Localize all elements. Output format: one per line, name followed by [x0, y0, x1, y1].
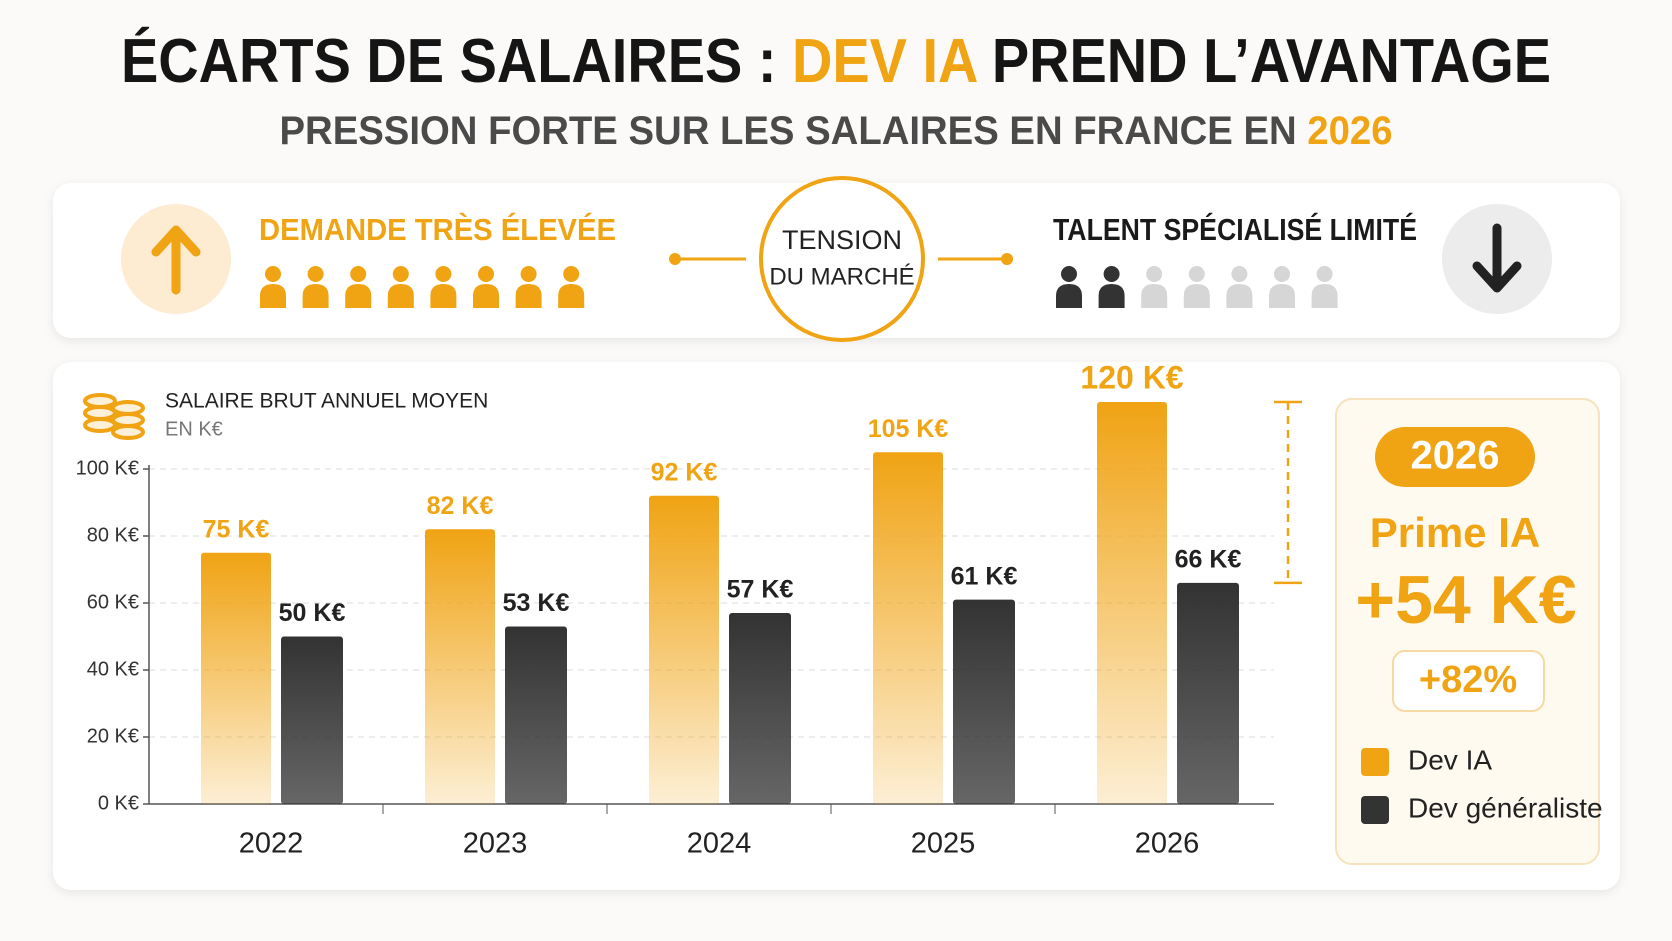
person-body [1098, 284, 1125, 308]
demand-label: DEMANDE TRÈS ÉLEVÉE [259, 212, 616, 247]
value-label: 82 K€ [427, 492, 494, 520]
y-tick-label: 60 K€ [87, 591, 139, 613]
premium-percent: +82% [1419, 659, 1517, 701]
value-label: 53 K€ [503, 589, 570, 617]
person-head [307, 266, 324, 282]
year-pill [1375, 427, 1535, 487]
person-body [345, 284, 372, 308]
bar [953, 599, 1015, 804]
value-label: 105 K€ [868, 415, 949, 443]
person-head [435, 266, 452, 282]
tension-label: TENSION [782, 225, 902, 255]
person-body [1311, 284, 1338, 308]
legend-label: Dev IA [1408, 744, 1492, 775]
bar [649, 495, 719, 804]
coin-icon [83, 393, 145, 440]
person-body [473, 284, 499, 308]
talent-icons [1056, 266, 1338, 308]
chart-title: ÉCARTS DE SALAIRES : DEV IA PREND L’AVAN… [121, 27, 1551, 96]
y-tick-label: 100 K€ [76, 457, 139, 479]
axis-unit: EN K€ [165, 418, 223, 440]
subtitle-part: PRESSION FORTE SUR LES SALAIRES EN FRANC… [280, 109, 1308, 153]
title-part: ÉCARTS DE SALAIRES : [121, 27, 792, 96]
x-tick-label: 2023 [463, 828, 528, 860]
y-tick-label: 0 K€ [98, 792, 139, 814]
x-tick-label: 2025 [911, 828, 976, 860]
tension-circle [759, 176, 925, 342]
person-head [520, 266, 537, 282]
legend-swatch [1361, 748, 1389, 776]
bar [505, 626, 567, 804]
y-tick-label: 40 K€ [87, 658, 139, 680]
y-tick-label: 20 K€ [87, 725, 139, 747]
tension-label: DU MARCHÉ [769, 263, 914, 290]
person-body [1141, 284, 1168, 308]
legend-label: Dev généraliste [1408, 792, 1603, 823]
connector-dot [669, 253, 681, 265]
person-body [1226, 284, 1253, 308]
person-body [1269, 284, 1295, 308]
person-head [350, 266, 367, 282]
value-label: 57 K€ [727, 576, 794, 604]
bar [281, 636, 343, 804]
person-body [515, 284, 542, 308]
person-head [265, 266, 281, 282]
x-tick-label: 2022 [239, 828, 304, 860]
premium-value: +54 K€ [1355, 562, 1576, 638]
percent-box [1392, 650, 1545, 712]
person-head [1103, 266, 1120, 282]
plot: 0 K€ 20 K€ 40 K€ 60 K€ 80 K€ 100 K€ 2022 75 K€ 5… [76, 359, 1302, 860]
person-body [260, 284, 286, 308]
x-tick-label: 2026 [1135, 828, 1200, 860]
talent-label: TALENT SPÉCIALISÉ LIMITÉ [1053, 212, 1417, 247]
value-label: 75 K€ [203, 515, 270, 543]
bar [1177, 582, 1239, 804]
person-head [1061, 266, 1077, 282]
legend: Dev IA Dev généraliste [1361, 744, 1603, 824]
demand-icons [260, 266, 585, 308]
person-head [1188, 266, 1205, 282]
premium-panel [1335, 398, 1600, 865]
up-arrow [151, 225, 201, 295]
bar [1097, 402, 1167, 804]
subtitle-highlight: 2026 [1307, 109, 1392, 153]
person-body [430, 284, 457, 308]
subtitle: PRESSION FORTE SUR LES SALAIRES EN FRANC… [280, 109, 1393, 153]
value-label: 120 K€ [1080, 359, 1183, 395]
person-body [1183, 284, 1210, 308]
person-head [392, 266, 409, 282]
person-head [478, 266, 494, 282]
title-highlight: DEV IA [792, 27, 978, 96]
bar [873, 452, 943, 804]
bar [425, 529, 495, 804]
bar [729, 613, 791, 804]
person-head [1274, 266, 1290, 282]
y-tick-label: 80 K€ [87, 524, 139, 546]
person-head [1231, 266, 1248, 282]
person-body [558, 284, 585, 308]
axis-title: SALAIRE BRUT ANNUEL MOYEN [165, 390, 488, 413]
value-label: 66 K€ [1175, 546, 1242, 574]
legend-swatch [1361, 796, 1389, 824]
person-body [1056, 284, 1082, 308]
value-label: 92 K€ [651, 458, 718, 486]
bar [201, 552, 271, 804]
premium-label: Prime IA [1370, 509, 1540, 556]
person-head [563, 266, 580, 282]
person-head [1146, 266, 1163, 282]
value-label: 61 K€ [951, 562, 1018, 590]
x-tick-label: 2024 [687, 828, 752, 860]
connector-dot [1001, 253, 1013, 265]
premium-year: 2026 [1411, 434, 1500, 478]
value-label: 50 K€ [279, 599, 346, 627]
person-body [387, 284, 414, 308]
person-body [302, 284, 329, 308]
down-arrow [1472, 223, 1522, 293]
person-head [1316, 266, 1333, 282]
title-part: PREND L’AVANTAGE [976, 27, 1551, 96]
